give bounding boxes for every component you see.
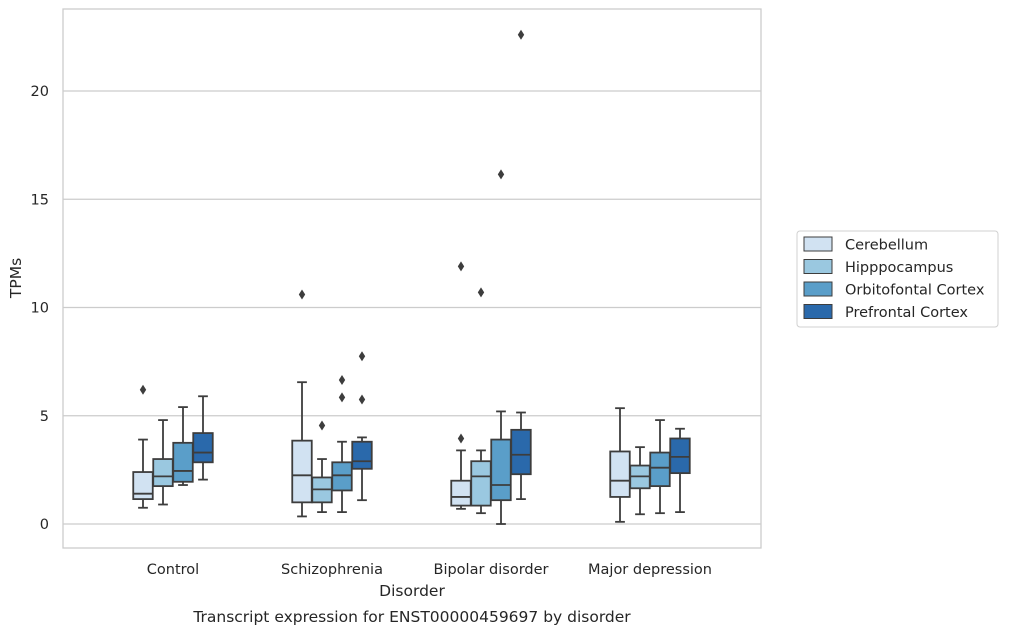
box-hipppocampus (152, 419, 174, 506)
outlier-point (358, 351, 366, 362)
box-orbitofontal-cortex (331, 375, 353, 513)
legend-swatch (803, 304, 833, 319)
outlier-point (517, 29, 525, 40)
box-iqr (291, 439, 313, 504)
outlier-point (139, 384, 147, 395)
box-prefrontal-cortex (510, 29, 532, 501)
legend-label: Orbitofontal Cortex (845, 283, 985, 299)
box-prefrontal-cortex (192, 395, 214, 481)
outlier-point (477, 287, 485, 298)
legend: Cerebellum Hipppocampus Orbitofontal Corte… (796, 230, 999, 328)
legend-swatch (803, 236, 833, 252)
outlier-point (457, 261, 465, 272)
box-hipppocampus (629, 446, 651, 516)
y-axis-ticks: 0 5 10 15 20 (31, 84, 49, 533)
box-iqr (490, 438, 512, 502)
box-iqr (152, 458, 174, 488)
box-iqr (669, 437, 691, 475)
y-tick-label: 15 (31, 192, 49, 208)
box-iqr (649, 451, 671, 488)
box-iqr (172, 441, 194, 483)
plot-area-frame (62, 8, 762, 549)
y-tick-label: 10 (31, 301, 49, 317)
box-iqr (132, 471, 154, 501)
y-axis-label: TPMs (7, 258, 25, 299)
y-tick-label: 0 (40, 517, 49, 533)
box-iqr (609, 450, 631, 498)
x-axis-ticks: Control Schizophrenia Bipolar disorder Majo… (147, 562, 712, 578)
boxes (132, 29, 691, 525)
outlier-point (358, 394, 366, 405)
legend-label: Cerebellum (845, 238, 928, 254)
x-tick-label: Bipolar disorder (434, 562, 549, 578)
outlier-point (497, 169, 505, 180)
legend-frame (796, 230, 999, 328)
outlier-point (338, 375, 346, 386)
legend-label: Hipppocampus (845, 260, 953, 276)
box-iqr (450, 479, 472, 507)
x-tick-label: Schizophrenia (281, 562, 383, 578)
y-tick-label: 5 (40, 409, 49, 425)
legend-swatch (803, 281, 833, 297)
chart-caption: Transcript expression for ENST0000045969… (192, 608, 631, 626)
legend-swatch (803, 259, 833, 274)
box-iqr (351, 440, 373, 470)
x-tick-label: Control (147, 562, 199, 578)
box-prefrontal-cortex (351, 351, 373, 502)
outlier-point (457, 433, 465, 444)
y-tick-label: 20 (31, 84, 49, 100)
box-iqr (470, 460, 492, 507)
outlier-point (298, 289, 306, 300)
legend-label: Prefrontal Cortex (845, 305, 968, 321)
box-cerebellum (132, 384, 154, 509)
outlier-point (338, 392, 346, 403)
x-tick-label: Major depression (588, 562, 712, 578)
box-iqr (331, 461, 353, 492)
outlier-point (318, 420, 326, 431)
grid-lines (63, 90, 761, 525)
box-iqr (510, 428, 532, 476)
box-cerebellum (291, 289, 313, 518)
box-prefrontal-cortex (669, 427, 691, 513)
box-iqr (192, 432, 214, 464)
x-axis-label: Disorder (379, 582, 445, 600)
